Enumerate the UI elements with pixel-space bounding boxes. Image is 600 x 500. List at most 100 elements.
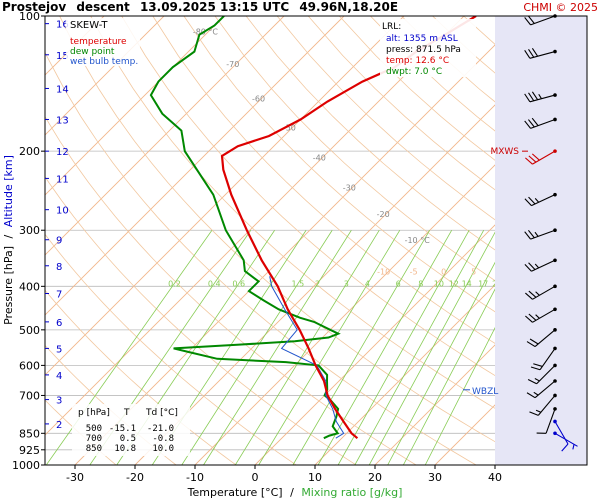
mixing-ratio-label: 8 (418, 279, 423, 288)
temperature-line (220, 16, 477, 440)
lrl-title: LRL: (382, 22, 401, 32)
wind-barb (529, 393, 557, 416)
isotherm (45, 16, 225, 196)
wind-barb (530, 346, 557, 371)
altitude-tick-label: 2 (56, 420, 62, 431)
legend-temperature: temperature (70, 37, 127, 47)
table-header-p: p [hPa] (78, 408, 110, 418)
isotherm-label: 5 (471, 267, 476, 276)
x-tick-label: -30 (66, 471, 84, 484)
mixing-ratio-label: 20 (492, 279, 502, 288)
mixing-ratio-line (292, 230, 431, 465)
mixing-ratio-label: 12 (449, 279, 459, 288)
mixing-ratio-label: 4 (365, 279, 370, 288)
dry-adiabat (90, 16, 495, 409)
wind-panel (495, 16, 587, 465)
mixing-ratio-label: 17 (478, 279, 488, 288)
mixing-ratio-label: 6 (396, 279, 401, 288)
dry-adiabat (245, 16, 495, 251)
grid-labels: 0.20.40.611.5234681012141720250510152022… (168, 28, 502, 289)
isotherm (45, 16, 465, 436)
plot-frame (44, 15, 588, 466)
copyright: CHMI © 2025 (523, 1, 598, 14)
p-tick-label: 200 (19, 145, 40, 158)
table-cell: 850 (86, 444, 102, 454)
isotherm-label: -40 (313, 154, 326, 163)
mixing-ratio-line (181, 230, 333, 465)
table-header-t: T (123, 408, 130, 418)
lrl-altitude: alt: 1355 m ASL (386, 34, 458, 44)
x-tick-label: -20 (126, 471, 144, 484)
dry-adiabat (59, 16, 495, 443)
altitude-axis-label: Altitude [km] (2, 155, 15, 227)
chart-header: Prostejov descent 13.09.2025 13:15 UTC 4… (2, 0, 398, 14)
ascent-mode: descent (76, 0, 130, 14)
isotherm (134, 104, 495, 465)
altitude-tick-label: 5 (56, 344, 62, 355)
axes: -30 -20 -10 0 10 20 30 401002003004005006007008… (12, 10, 502, 484)
altitude-tick-label: 15 (56, 51, 69, 62)
mixing-ratio-label: 14 (462, 279, 472, 288)
p-tick-label: 700 (19, 389, 40, 402)
x-tick-label: 20 (368, 471, 382, 484)
mixing-ratio-line (337, 230, 470, 465)
wind-barb (525, 307, 557, 323)
isotherm-label: -30 (343, 184, 356, 193)
wind-barb (525, 149, 557, 165)
temperature-axis-label: Temperature [°C] (187, 486, 283, 499)
p-tick-label: 1000 (12, 459, 40, 472)
levels-table (72, 404, 190, 456)
wind-barb (524, 192, 557, 207)
table-cell: 500 (86, 424, 102, 434)
x-tick-label: -10 (186, 471, 204, 484)
mixing-ratio-line (387, 261, 495, 465)
altitude-tick-label: 9 (56, 236, 62, 247)
wind-barb (553, 431, 578, 450)
table-cell: 700 (86, 434, 102, 444)
wind-barb (527, 363, 557, 385)
wind-barb (526, 328, 557, 348)
wetbulb-line (269, 276, 345, 439)
table-header-td: Td [°C] (145, 408, 178, 418)
p-tick-label: 600 (19, 359, 40, 372)
mixing-ratio-label: 0.2 (168, 279, 181, 288)
table-cell: 10.8 (114, 444, 136, 454)
x-tick-label: 40 (488, 471, 502, 484)
isotherm (374, 344, 495, 465)
mixing-ratio-label: 0.4 (208, 279, 221, 288)
mixing-ratio-line (424, 326, 495, 465)
altitude-tick-label: 4 (56, 371, 62, 382)
wind-barb (524, 228, 557, 240)
wind-barb (524, 117, 557, 129)
altitude-tick-label: 13 (56, 115, 69, 126)
y-axis-title: Pressure [hPa] / Altitude [km] (2, 155, 15, 325)
altitude-tick-label: 3 (56, 396, 62, 407)
p-tick-label: 100 (19, 10, 40, 23)
wind-barb (524, 47, 557, 59)
altitude-tick-label: 7 (56, 290, 62, 301)
isotherm (194, 164, 495, 465)
altitude-tick-label: 11 (56, 174, 69, 185)
wind-barb (524, 258, 557, 272)
isotherm-label: -70 (226, 60, 239, 69)
p-tick-label: 400 (19, 280, 40, 293)
isotherm-label: -10 (377, 267, 390, 276)
isotherm (254, 224, 495, 465)
legend-dewpoint: dew point (70, 47, 115, 57)
chart-title: SKEW-T (70, 20, 108, 31)
altitude-tick-label: 8 (56, 262, 62, 273)
mixing-ratio-line (368, 231, 495, 465)
isotherm (314, 284, 495, 465)
table-cell: 10.0 (152, 444, 174, 454)
dry-adiabat (45, 115, 417, 465)
table-cell: 0.5 (120, 434, 136, 444)
wind-barb (524, 91, 557, 103)
legend-box (66, 18, 140, 66)
lrl-dewpoint: dwpt: 7.0 °C (386, 67, 442, 77)
dry-adiabat (183, 16, 495, 313)
mixing-ratio-line (317, 230, 453, 465)
isotherm-label: -10 °C (405, 236, 431, 245)
isotherm (45, 16, 345, 316)
isotherm-label: -80 °C (193, 28, 219, 37)
altitude-tick-label: 14 (56, 84, 69, 95)
